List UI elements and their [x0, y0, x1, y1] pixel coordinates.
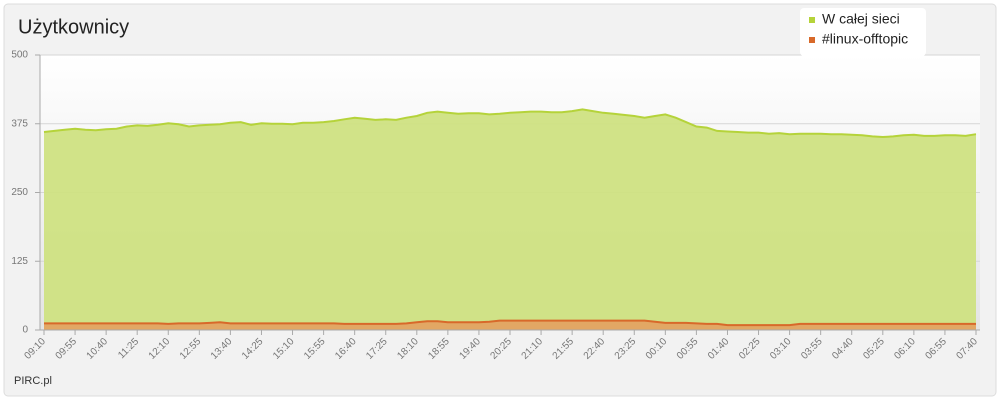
- y-tick-label: 500: [11, 50, 28, 61]
- y-tick-label: 125: [11, 256, 28, 267]
- footer: PIRC.pl: [14, 375, 52, 387]
- legend-box: [800, 8, 926, 56]
- area-fill: [44, 109, 976, 331]
- legend-label: #linux-offtopic: [822, 31, 908, 47]
- legend-swatch: [809, 37, 815, 43]
- y-tick-label: 375: [11, 118, 28, 129]
- legend-swatch: [809, 17, 815, 23]
- area-line: [44, 319, 976, 327]
- legend-label: W całej sieci: [822, 11, 900, 27]
- area-fill: [44, 320, 976, 330]
- y-tick-label: 0: [22, 325, 28, 336]
- y-tick-label: 250: [11, 187, 28, 198]
- legend: W całej sieci #linux-offtopic: [800, 8, 926, 56]
- chart-title: Użytkownicy: [18, 16, 129, 38]
- area-line: [43, 108, 977, 139]
